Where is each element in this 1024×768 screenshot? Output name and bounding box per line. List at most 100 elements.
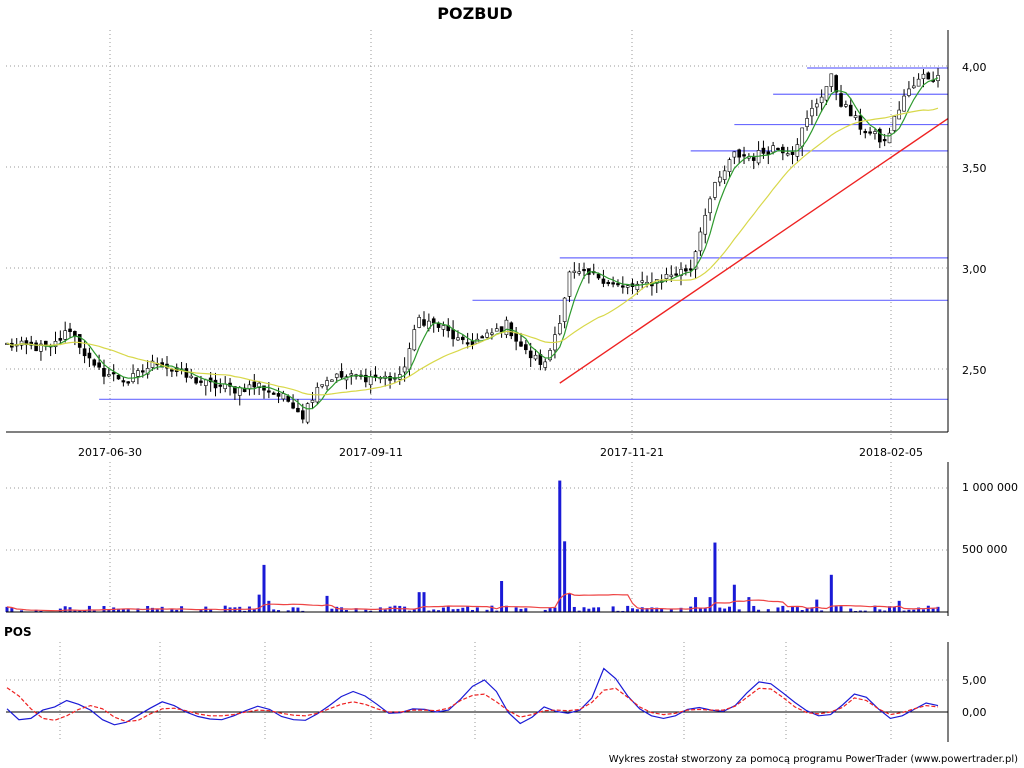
candle-body: [698, 231, 703, 252]
candle-body: [451, 329, 455, 340]
volume-bar: [393, 605, 397, 612]
moving-average-line: [6, 107, 939, 396]
candle-body: [422, 319, 426, 326]
y-tick-label: 0,00: [962, 706, 987, 719]
volume-bar: [805, 608, 809, 612]
candle-body: [82, 348, 87, 357]
candle-body: [63, 330, 67, 340]
volume-bar: [839, 606, 843, 612]
volume-bar: [73, 610, 77, 612]
volume-bar: [660, 608, 664, 612]
candle-body: [824, 86, 829, 101]
candle-body: [611, 282, 615, 285]
candle-body: [431, 318, 436, 324]
candle-body: [111, 372, 116, 375]
volume-bar: [723, 608, 727, 612]
volume-bar: [490, 605, 494, 612]
candle-body: [92, 359, 97, 366]
candle-body: [77, 334, 82, 348]
candle-body: [412, 329, 417, 351]
volume-bar: [543, 609, 547, 612]
candle-body: [107, 374, 111, 377]
volume-grid: [6, 462, 948, 612]
candle-body: [456, 337, 460, 341]
candle-body: [868, 131, 872, 134]
candle-body: [189, 375, 194, 378]
candle-body: [325, 380, 329, 387]
volume-bar: [829, 574, 833, 612]
candle-body: [19, 340, 24, 346]
volume-bar: [63, 606, 67, 612]
volume-bar: [10, 608, 14, 612]
volume-bar: [548, 608, 552, 612]
volume-bar: [437, 610, 441, 612]
volume-bar: [495, 610, 499, 612]
candle-body: [53, 341, 58, 348]
candle-body: [204, 379, 208, 386]
volume-bar: [330, 608, 334, 612]
volume-bar: [335, 606, 339, 612]
candle-body: [548, 350, 552, 361]
volume-bar: [262, 564, 266, 612]
volume-bar: [369, 610, 373, 612]
candle-body: [364, 374, 368, 383]
candle-body: [742, 154, 746, 157]
candle-body: [73, 331, 77, 337]
volume-bar: [902, 610, 906, 612]
candle-body: [848, 104, 853, 117]
candle-body: [330, 379, 334, 382]
candle-body: [839, 93, 843, 107]
pos-lines: [6, 667, 939, 726]
candle-body: [562, 297, 567, 322]
candle-body: [557, 323, 562, 335]
candle-body: [58, 338, 63, 341]
volume-bar: [888, 606, 892, 612]
candle-body: [727, 159, 732, 172]
candle-body: [296, 407, 300, 413]
candle-body: [524, 344, 528, 351]
candle-body: [514, 332, 518, 342]
x-tick-label: 2018-02-05: [859, 446, 923, 459]
candle-body: [771, 145, 775, 153]
moving-averages: [6, 77, 939, 410]
pos-grid: [6, 642, 948, 742]
candle-body: [199, 380, 203, 383]
y-tick-label: 3,00: [962, 263, 987, 276]
candle-body: [194, 377, 198, 384]
candle-body: [441, 325, 446, 330]
candle-body: [926, 72, 931, 80]
candle-body: [785, 153, 790, 156]
candle-body: [480, 336, 484, 339]
candle-body: [873, 131, 877, 134]
candle-body: [732, 151, 737, 158]
candle-body: [878, 128, 882, 143]
volume-bar: [83, 610, 87, 612]
candle-body: [892, 116, 897, 131]
volume-bar: [752, 605, 756, 612]
volume-bar: [669, 609, 673, 612]
candle-body: [417, 317, 421, 328]
volume-bar: [272, 609, 276, 612]
candle-body: [267, 390, 271, 393]
volume-bar: [364, 609, 368, 612]
volume-bar: [800, 610, 804, 612]
volume-bar: [325, 595, 329, 612]
candle-body: [625, 285, 630, 288]
candle-body: [577, 271, 581, 274]
volume-bar: [301, 610, 305, 612]
volume-bar: [209, 609, 213, 612]
volume-bar: [514, 607, 518, 612]
volume-bar: [834, 606, 838, 612]
volume-bar: [504, 605, 508, 612]
trend-line-group: [559, 117, 949, 384]
candle-body: [737, 149, 741, 158]
volume-bar: [679, 607, 683, 612]
candle-body: [276, 393, 281, 397]
volume-bar: [858, 610, 862, 612]
volume-bar: [645, 608, 649, 612]
candle-body: [781, 146, 785, 154]
volume-bar: [121, 608, 125, 612]
volume-bar: [427, 610, 431, 612]
volume-bar: [34, 609, 38, 612]
